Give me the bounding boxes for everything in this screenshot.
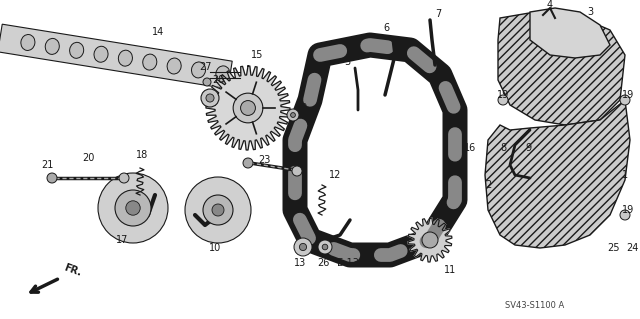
Text: 23: 23 <box>258 155 270 165</box>
Polygon shape <box>0 24 232 89</box>
Text: 13: 13 <box>294 258 306 268</box>
Polygon shape <box>498 12 625 125</box>
Text: 18: 18 <box>136 150 148 160</box>
Circle shape <box>318 240 332 254</box>
Circle shape <box>620 95 630 105</box>
Circle shape <box>292 166 302 176</box>
Text: 17: 17 <box>116 235 128 245</box>
Text: 16: 16 <box>464 143 476 153</box>
Ellipse shape <box>70 42 84 58</box>
Text: 2: 2 <box>485 180 491 190</box>
Circle shape <box>119 173 129 183</box>
Circle shape <box>203 195 233 225</box>
Circle shape <box>287 109 299 121</box>
Text: 6: 6 <box>383 23 389 33</box>
Text: 24: 24 <box>626 243 638 253</box>
Ellipse shape <box>21 34 35 50</box>
Circle shape <box>201 89 219 107</box>
Polygon shape <box>485 100 630 248</box>
Ellipse shape <box>118 50 132 66</box>
Text: 26: 26 <box>317 258 329 268</box>
Circle shape <box>422 232 438 248</box>
Circle shape <box>620 210 630 220</box>
Text: 22: 22 <box>295 103 307 113</box>
Ellipse shape <box>143 54 157 70</box>
Ellipse shape <box>167 58 181 74</box>
Text: 19: 19 <box>622 90 634 100</box>
Text: 7: 7 <box>435 9 441 19</box>
Circle shape <box>233 93 263 123</box>
Text: 5: 5 <box>344 57 350 67</box>
Text: 21: 21 <box>41 160 53 170</box>
Circle shape <box>185 177 251 243</box>
Circle shape <box>322 244 328 250</box>
Circle shape <box>98 173 168 243</box>
Circle shape <box>126 201 140 215</box>
Text: 9: 9 <box>525 143 531 153</box>
Text: 15: 15 <box>251 50 263 60</box>
Polygon shape <box>530 8 610 58</box>
Text: 28: 28 <box>212 75 224 85</box>
Circle shape <box>294 238 312 256</box>
Circle shape <box>203 78 211 86</box>
Ellipse shape <box>94 46 108 62</box>
Text: SV43-S1100 A: SV43-S1100 A <box>506 301 564 310</box>
Text: 8: 8 <box>500 143 506 153</box>
Circle shape <box>206 94 214 102</box>
Circle shape <box>47 173 57 183</box>
Circle shape <box>212 204 224 216</box>
Polygon shape <box>408 218 452 262</box>
Circle shape <box>498 95 508 105</box>
Circle shape <box>291 113 296 117</box>
Circle shape <box>115 190 151 226</box>
Text: 4: 4 <box>547 0 553 10</box>
Ellipse shape <box>191 62 205 78</box>
Text: 14: 14 <box>152 27 164 37</box>
Text: 19: 19 <box>497 90 509 100</box>
Text: E-13: E-13 <box>337 258 359 268</box>
Text: 3: 3 <box>587 7 593 17</box>
Text: 11: 11 <box>444 265 456 275</box>
Text: 27: 27 <box>200 62 212 72</box>
Text: 12: 12 <box>329 170 341 180</box>
Circle shape <box>241 100 255 115</box>
Ellipse shape <box>45 38 60 54</box>
Ellipse shape <box>216 66 230 82</box>
Circle shape <box>243 158 253 168</box>
Text: 25: 25 <box>607 243 620 253</box>
Text: 19: 19 <box>622 205 634 215</box>
Text: FR.: FR. <box>62 263 83 278</box>
Text: 1: 1 <box>622 170 628 180</box>
Circle shape <box>300 243 307 251</box>
Polygon shape <box>206 66 290 150</box>
Text: 20: 20 <box>82 153 94 163</box>
Text: 10: 10 <box>209 243 221 253</box>
